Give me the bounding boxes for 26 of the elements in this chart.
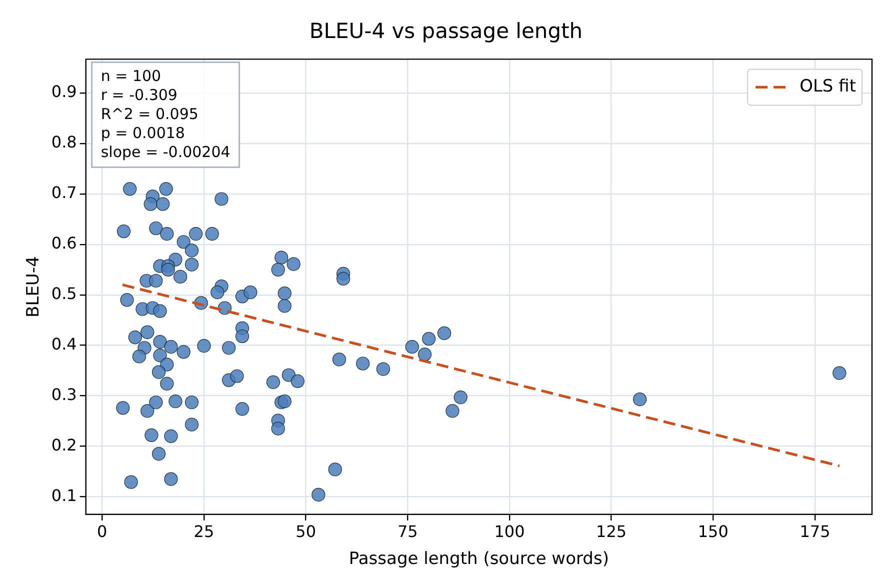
chart-title: BLEU-4 vs passage length bbox=[309, 19, 583, 44]
x-axis-title: Passage length (source words) bbox=[348, 549, 609, 570]
annotation: R^2 = 0.095 bbox=[100, 105, 198, 124]
x-tick-label: 175 bbox=[800, 522, 830, 542]
annotation: n = 100 bbox=[100, 67, 162, 86]
annotation: r = -0.309 bbox=[100, 86, 178, 104]
y-tick-label: 0.3 bbox=[51, 384, 77, 404]
y-tick-label: 0.6 bbox=[51, 234, 77, 253]
y-tick-label: 0.5 bbox=[51, 284, 77, 304]
y-tick-label: 0.2 bbox=[51, 435, 77, 454]
x-tick-label: 50 bbox=[296, 522, 316, 542]
y-tick-label: 0.8 bbox=[51, 132, 77, 152]
annotation: p = 0.0018 bbox=[100, 124, 185, 142]
y-tick-label: 0.7 bbox=[51, 183, 77, 202]
x-tick-label: 75 bbox=[397, 522, 418, 542]
y-axis-title: BLEU-4 bbox=[24, 256, 44, 318]
y-tick-label: 0.9 bbox=[51, 82, 77, 102]
y-tick-label: 0.4 bbox=[51, 334, 77, 354]
legend-label: OLS fit bbox=[800, 76, 856, 97]
x-tick-label: 25 bbox=[194, 522, 214, 542]
x-tick-label: 0 bbox=[97, 522, 108, 542]
annotation: slope = -0.00204 bbox=[100, 143, 230, 162]
y-tick-label: 0.1 bbox=[51, 486, 77, 505]
x-tick-label: 125 bbox=[596, 522, 627, 542]
x-tick-label: 100 bbox=[494, 522, 525, 542]
x-tick-label: 150 bbox=[698, 522, 728, 542]
